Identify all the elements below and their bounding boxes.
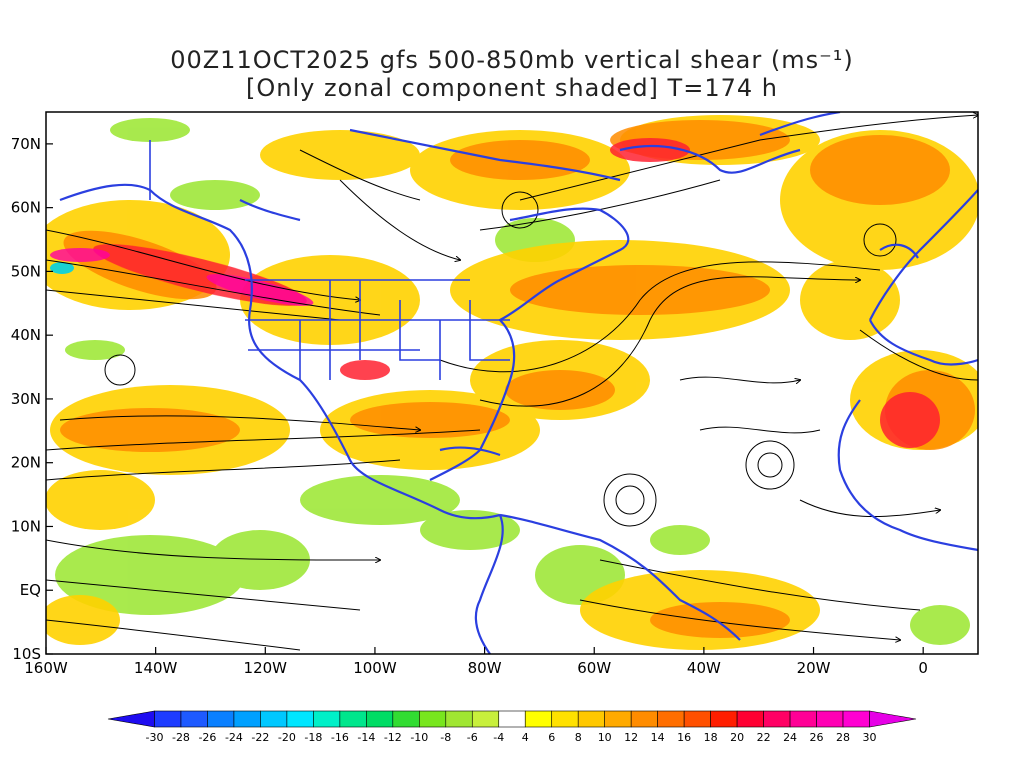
colorbar-label: 26 bbox=[810, 731, 824, 744]
colorbar-label: 20 bbox=[730, 731, 744, 744]
colorbar-label: -14 bbox=[357, 731, 375, 744]
colorbar-swatch bbox=[683, 710, 711, 728]
colorbar-label: 28 bbox=[836, 731, 850, 744]
colorbar-label: 12 bbox=[624, 731, 638, 744]
colorbar-swatch bbox=[657, 710, 685, 728]
colorbar-swatch bbox=[471, 710, 500, 728]
colorbar-swatch bbox=[180, 710, 208, 728]
colorbar-swatch bbox=[630, 710, 658, 728]
colorbar-swatch bbox=[551, 710, 579, 728]
shear-shading bbox=[46, 115, 978, 650]
lon-tick-label: 100W bbox=[353, 659, 397, 677]
colorbar-label: -28 bbox=[172, 731, 190, 744]
colorbar-swatch bbox=[313, 710, 341, 728]
colorbar-swatch bbox=[419, 710, 447, 728]
colorbar-label: 8 bbox=[575, 731, 582, 744]
lat-tick-label: 30N bbox=[11, 390, 41, 408]
colorbar-label: 18 bbox=[704, 731, 718, 744]
colorbar-swatch bbox=[710, 710, 738, 728]
state-boundaries bbox=[149, 140, 510, 380]
chart-title-line1: 00Z11OCT2025 gfs 500-850mb vertical shea… bbox=[170, 46, 854, 74]
colorbar-swatch bbox=[736, 710, 764, 728]
colorbar-label: -4 bbox=[493, 731, 504, 744]
colorbar-label: -22 bbox=[251, 731, 269, 744]
colorbar-end-arrow-right bbox=[869, 710, 917, 728]
lon-tick-label: 140W bbox=[134, 659, 178, 677]
colorbar-swatch bbox=[154, 710, 182, 728]
colorbar-swatch bbox=[524, 710, 553, 728]
colorbar-swatch bbox=[445, 710, 473, 728]
colorbar-swatch bbox=[339, 710, 367, 728]
colorbar-label: 16 bbox=[677, 731, 691, 744]
colorbar-label: -26 bbox=[198, 731, 216, 744]
colorbar-label: 24 bbox=[783, 731, 797, 744]
colorbar: -30 -28 -26 -24 -22 -20 -18 -16 -14 -12 -10 -8 -6 -4 4… bbox=[107, 710, 917, 744]
colorbar-label: -8 bbox=[440, 731, 451, 744]
streamlines bbox=[46, 115, 978, 651]
colorbar-end-arrow-left bbox=[107, 710, 155, 728]
colorbar-swatch bbox=[604, 710, 632, 728]
lat-tick-label: 60N bbox=[11, 199, 41, 217]
colorbar-label: -6 bbox=[467, 731, 478, 744]
colorbar-swatch bbox=[789, 710, 817, 728]
colorbar-swatch bbox=[763, 710, 791, 728]
longitude-axis: 160W 140W 120W 100W 80W 60W 40W 20W 0 bbox=[24, 647, 928, 677]
colorbar-label: 22 bbox=[757, 731, 771, 744]
latitude-axis: 70N 60N 50N 40N 30N 20N 10N EQ 10S bbox=[11, 135, 53, 663]
colorbar-label: 10 bbox=[598, 731, 612, 744]
colorbar-label: -24 bbox=[225, 731, 243, 744]
colorbar-swatch bbox=[816, 710, 844, 728]
lat-tick-label: 70N bbox=[11, 135, 41, 153]
lat-tick-label: 10S bbox=[12, 645, 41, 663]
colorbar-label: -18 bbox=[304, 731, 322, 744]
map-frame bbox=[45, 111, 979, 655]
colorbar-swatch bbox=[233, 710, 261, 728]
coastlines bbox=[59, 112, 978, 654]
colorbar-swatch bbox=[286, 710, 314, 728]
colorbar-label: 30 bbox=[863, 731, 877, 744]
colorbar-label: 4 bbox=[522, 731, 529, 744]
colorbar-swatch bbox=[577, 710, 605, 728]
lon-tick-label: 60W bbox=[577, 659, 611, 677]
colorbar-label: -10 bbox=[410, 731, 428, 744]
colorbar-swatch bbox=[498, 710, 526, 728]
lon-tick-label: 20W bbox=[797, 659, 831, 677]
colorbar-swatch bbox=[366, 710, 394, 728]
chart-title-line2: [Only zonal component shaded] T=174 h bbox=[246, 74, 778, 102]
lat-tick-label: EQ bbox=[20, 581, 41, 599]
colorbar-label: 14 bbox=[651, 731, 665, 744]
colorbar-swatch bbox=[392, 710, 420, 728]
lat-tick-label: 50N bbox=[11, 262, 41, 280]
colorbar-label: 6 bbox=[548, 731, 555, 744]
lat-tick-label: 10N bbox=[11, 517, 41, 535]
lon-tick-label: 0 bbox=[918, 659, 928, 677]
colorbar-swatch bbox=[260, 710, 288, 728]
colorbar-label: -30 bbox=[145, 731, 163, 744]
lon-tick-label: 80W bbox=[468, 659, 502, 677]
colorbar-swatch bbox=[207, 710, 235, 728]
lon-tick-label: 160W bbox=[24, 659, 68, 677]
lon-tick-label: 120W bbox=[244, 659, 288, 677]
lat-tick-label: 20N bbox=[11, 454, 41, 472]
colorbar-label: -12 bbox=[384, 731, 402, 744]
lat-tick-label: 40N bbox=[11, 326, 41, 344]
lon-tick-label: 40W bbox=[687, 659, 721, 677]
colorbar-swatch bbox=[842, 710, 870, 728]
colorbar-label: -16 bbox=[331, 731, 349, 744]
colorbar-label: -20 bbox=[278, 731, 296, 744]
